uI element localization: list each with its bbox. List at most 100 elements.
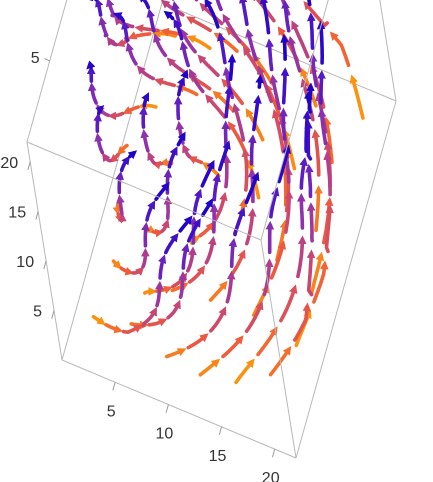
stream-arrow [140, 129, 150, 153]
stream-arrow [307, 12, 316, 50]
stream-arrow [309, 251, 325, 295]
stream-arrow [125, 42, 138, 66]
stream-arrow [215, 0, 223, 12]
stream-arrow [192, 188, 203, 216]
box-edge [26, 141, 63, 361]
stream-arrow [187, 218, 201, 243]
stream-arrow [121, 20, 130, 42]
stream-arrow [173, 95, 183, 121]
y-tick-mark [44, 58, 50, 62]
stream-arrow [252, 94, 262, 132]
z-tick-mark [35, 211, 39, 220]
z-tick-label: 10 [16, 254, 34, 271]
stream-arrow [104, 323, 124, 334]
stream-arrow [157, 254, 167, 280]
stream-arrow [141, 92, 150, 108]
box-edge [26, 0, 68, 143]
z-tick-mark [43, 260, 47, 270]
stream-arrow [166, 299, 181, 320]
stream-arrow [147, 318, 168, 327]
stream-arrow [259, 0, 271, 35]
stream-arrow [93, 112, 102, 133]
stream-arrow [112, 12, 125, 23]
stream-arrow [173, 18, 184, 41]
stream-arrow [98, 16, 109, 38]
stream-arrow [296, 192, 306, 230]
stream-arrow [121, 324, 143, 334]
z-tick-mark [51, 310, 55, 319]
stream-arrow [291, 20, 310, 59]
stream-arrow [146, 8, 156, 33]
stream-arrow [95, 104, 105, 116]
stream-arrow [163, 168, 173, 195]
stream-arrow [119, 266, 135, 276]
stream-arrow [279, 284, 298, 323]
stream-arrow [143, 287, 158, 296]
stream-arrow [181, 243, 190, 270]
box-edge [26, 141, 262, 241]
stream-arrow [151, 228, 164, 238]
stream-arrow [131, 266, 145, 276]
stream-arrow [221, 335, 244, 359]
stream-arrow [91, 315, 106, 326]
box-edge [161, 2, 397, 102]
stream-arrow [137, 0, 151, 10]
stream-arrow [105, 0, 116, 18]
box-edge [260, 0, 329, 241]
stream-arrow [198, 221, 215, 238]
box-edge [260, 239, 297, 459]
stream-arrow [265, 38, 275, 72]
stream-arrow [218, 140, 231, 172]
stream-arrow [180, 28, 197, 54]
box-front-edges [26, 0, 397, 459]
stream-arrow [317, 69, 326, 105]
x-tick-mark [165, 404, 169, 413]
stream-arrow [177, 76, 185, 97]
stream-arrow [212, 172, 221, 202]
stream-arrow [277, 144, 291, 184]
stream-arrow [269, 187, 280, 219]
stream-arrow [86, 60, 96, 70]
stream-arrow [349, 74, 365, 120]
stream-arrow [269, 240, 287, 280]
stream-arrow [305, 163, 314, 199]
stream-arrow [269, 74, 281, 111]
stream-arrow [296, 235, 307, 279]
stream-arrow [323, 151, 332, 197]
stream-arrow [205, 94, 227, 119]
box-back-edges [61, 0, 397, 361]
stream-arrow [186, 35, 212, 50]
stream-arrow [178, 271, 188, 299]
stream-arrow [151, 160, 164, 170]
stream-arrow [312, 260, 329, 304]
stream-arrow [280, 160, 290, 207]
stream-arrow [106, 36, 119, 47]
stream-arrow [280, 67, 290, 105]
stream-arrow [247, 134, 257, 166]
stream-arrow [280, 33, 289, 61]
z-tick-label: 20 [0, 155, 18, 172]
stream-arrow [268, 346, 292, 377]
stream-arrow [224, 85, 234, 119]
x-tick-mark [218, 426, 222, 436]
stream-arrow [238, 0, 249, 26]
stream-arrow [109, 152, 120, 163]
stream-arrow [101, 152, 113, 163]
stream-arrow [329, 31, 351, 68]
stream-arrow [163, 10, 175, 21]
y-tick-label: 5 [31, 50, 40, 67]
stream-arrow [232, 103, 246, 142]
stream-arrow [324, 204, 334, 254]
stream-arrow [308, 53, 319, 88]
stream-arrow [208, 280, 228, 302]
stream-arrow [204, 236, 217, 265]
stream-arrow [95, 0, 104, 17]
stream-arrow [182, 143, 192, 159]
stream-arrow [234, 358, 255, 385]
stream-arrow [314, 185, 323, 233]
stream-arrow [117, 212, 127, 223]
stream-arrow [227, 121, 248, 155]
x-tick-label: 10 [156, 426, 174, 443]
stream-lines [84, 0, 365, 385]
